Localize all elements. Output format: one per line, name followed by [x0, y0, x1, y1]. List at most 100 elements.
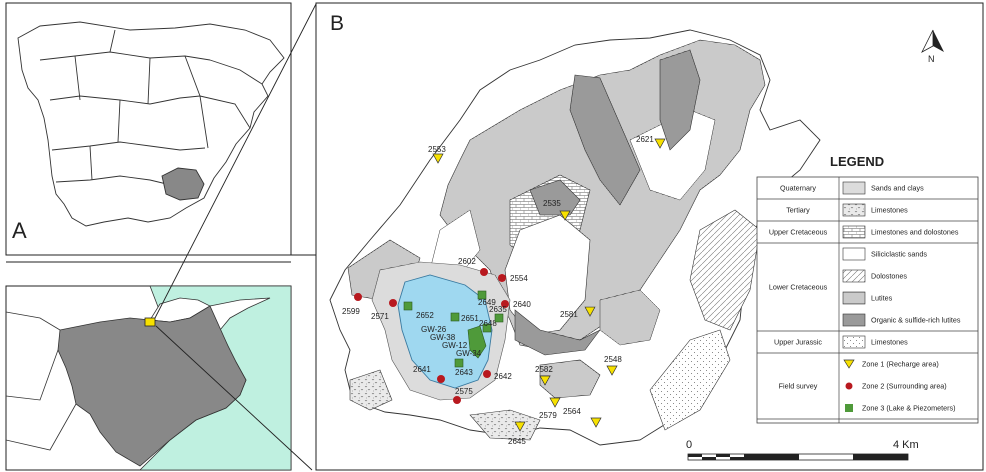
- site-label: 2571: [371, 312, 389, 321]
- panel-a-label: A: [12, 218, 27, 243]
- legend-item: Siliciclastic sands: [871, 250, 927, 259]
- legend-box: [756, 176, 979, 424]
- scale-start-label: 0: [686, 439, 692, 451]
- legend: LEGEND Quaternary Tertiary Upper Cretaceou…: [756, 154, 979, 424]
- site-label: 2649: [478, 298, 496, 307]
- zone1-marker: [584, 306, 596, 317]
- piezometer-label: GW-34: [456, 349, 482, 358]
- site-label: 2635: [489, 305, 507, 314]
- zone2-marker: [354, 293, 362, 301]
- site-label: 2553: [428, 145, 446, 154]
- zone3-marker: [403, 301, 413, 311]
- zone3-marker: [482, 323, 492, 333]
- zone1-marker: [590, 417, 602, 428]
- connector-line: [155, 325, 313, 471]
- zone1-marker: [559, 210, 571, 221]
- piezometer-label: GW-38: [430, 333, 456, 342]
- zone1-marker: [549, 397, 561, 408]
- site-label: 2652: [416, 311, 434, 320]
- legend-swatch: [842, 269, 866, 283]
- legend-category: Upper Jurassic: [774, 338, 822, 347]
- site-label: 2643: [455, 368, 473, 377]
- zone1-marker: [539, 375, 551, 386]
- piezometer-label: GW-26: [421, 325, 447, 334]
- site-label: 2579: [539, 411, 557, 420]
- legend-category: Field survey: [779, 382, 818, 391]
- legend-swatch: [842, 313, 866, 327]
- legend-item: Limestones: [871, 206, 908, 215]
- legend-item: Lutites: [871, 294, 893, 303]
- site-label: 2642: [494, 372, 512, 381]
- site-label: 2645: [508, 437, 526, 446]
- legend-item: Organic & sulfide-rich lutites: [871, 316, 961, 325]
- scale-bar: 0 4 Km: [686, 439, 919, 461]
- zone2-marker: [498, 274, 506, 282]
- murcia-region: [57, 305, 247, 467]
- legend-swatch: [845, 382, 853, 390]
- legend-item: Zone 3 (Lake & Piezometers): [862, 404, 955, 413]
- site-label: 2554: [510, 274, 528, 283]
- legend-swatch: [843, 359, 855, 369]
- legend-item: Dolostones: [871, 272, 907, 281]
- legend-category: Lower Cretaceous: [769, 283, 828, 292]
- legend-swatch: [842, 247, 866, 261]
- zone3-marker: [454, 358, 464, 368]
- legend-swatch: [842, 291, 866, 305]
- zone1-marker: [432, 153, 444, 164]
- site-label: 2581: [560, 310, 578, 319]
- legend-category: Upper Cretaceous: [769, 228, 828, 237]
- site-label: 2582: [535, 365, 553, 374]
- legend-swatch: [842, 181, 866, 195]
- site-label: 2621: [636, 135, 654, 144]
- zone2-marker: [389, 299, 397, 307]
- zone2-marker: [480, 268, 488, 276]
- legend-item: Zone 2 (Surrounding area): [862, 382, 947, 391]
- iberia-map: [17, 21, 285, 227]
- zone2-marker: [437, 375, 445, 383]
- site-label: 2602: [458, 257, 476, 266]
- site-label: 2535: [543, 199, 561, 208]
- site-label: 2599: [342, 307, 360, 316]
- north-arrow-icon: N: [921, 29, 944, 64]
- legend-swatch: [845, 404, 853, 412]
- piezometer-label: GW-12: [442, 341, 468, 350]
- legend-item: Limestones: [871, 338, 908, 347]
- legend-category: Tertiary: [786, 206, 810, 215]
- site-label: 2548: [604, 355, 622, 364]
- legend-swatch: [842, 225, 866, 239]
- site-label: 2641: [413, 365, 431, 374]
- field-sites: 2553 2621 2535 2581 2548 2582 2579 2564 2645 2602…: [342, 135, 666, 446]
- geology-map: [329, 29, 821, 446]
- lake: [397, 274, 493, 389]
- zone2-marker: [501, 300, 509, 308]
- legend-category: Quaternary: [780, 184, 816, 193]
- zone2-marker: [453, 396, 461, 404]
- zone3-marker: [450, 312, 460, 322]
- site-label: 2651: [461, 314, 479, 323]
- murcia-province: [161, 167, 205, 201]
- site-label: 2648: [479, 319, 497, 328]
- legend-swatch: [842, 203, 866, 217]
- legend-item: Limestones and dolostones: [871, 228, 959, 237]
- north-label: N: [928, 54, 935, 64]
- zone3-marker: [494, 313, 504, 323]
- site-label: 2640: [513, 300, 531, 309]
- zone1-marker: [654, 138, 666, 149]
- site-label: 2575: [455, 387, 473, 396]
- scale-end-label: 4 Km: [893, 439, 919, 451]
- legend-item: Sands and clays: [871, 184, 924, 193]
- panel-b-label: B: [330, 12, 344, 35]
- study-area-marker: [144, 317, 156, 327]
- legend-title: LEGEND: [830, 154, 884, 169]
- piezometer-labels: GW-26 GW-38 GW-12 GW-34: [421, 325, 482, 358]
- zone3-marker: [477, 290, 487, 300]
- island: [467, 325, 487, 359]
- legend-swatch: [842, 335, 866, 349]
- zone2-marker: [483, 370, 491, 378]
- zone1-marker: [514, 421, 526, 432]
- connector-line: [154, 3, 317, 319]
- site-label: 2564: [563, 407, 581, 416]
- zone1-marker: [606, 365, 618, 376]
- legend-item: Zone 1 (Recharge area): [862, 360, 939, 369]
